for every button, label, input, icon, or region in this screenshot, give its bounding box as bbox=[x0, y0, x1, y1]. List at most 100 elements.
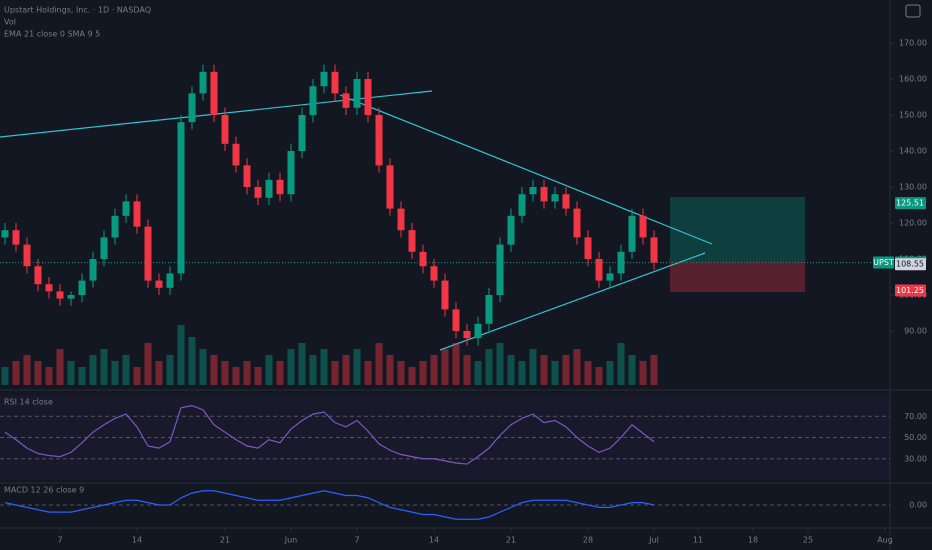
candle-body bbox=[551, 194, 559, 202]
candle-body bbox=[133, 201, 141, 227]
candle-body bbox=[23, 244, 31, 267]
x-tick-label: 14 bbox=[132, 536, 142, 545]
pane-tick-label: 0.00 bbox=[909, 501, 927, 510]
volume-bar bbox=[34, 361, 42, 385]
candle-body bbox=[573, 208, 581, 238]
price-marker bbox=[895, 258, 926, 271]
volume-bar bbox=[518, 361, 526, 385]
profit-zone bbox=[670, 197, 805, 261]
price-marker-label: 101.25 bbox=[896, 286, 924, 295]
volume-bar bbox=[507, 355, 515, 385]
volume-bar bbox=[419, 361, 427, 385]
volume-label: Vol bbox=[4, 18, 16, 27]
y-tick-label: 90.00 bbox=[904, 327, 927, 336]
candle-body bbox=[617, 251, 625, 274]
volume-bar bbox=[408, 367, 416, 385]
volume-bar bbox=[177, 325, 185, 385]
price-marker-label: 125.51 bbox=[896, 199, 924, 208]
volume-bar bbox=[166, 355, 174, 385]
y-tick-label: 140.00 bbox=[899, 147, 927, 156]
candle-body bbox=[199, 71, 207, 94]
volume-bar bbox=[606, 361, 614, 385]
price-marker-label: 108.55 bbox=[896, 260, 924, 269]
volume-bar bbox=[298, 343, 306, 385]
y-tick-label: 150.00 bbox=[899, 111, 927, 120]
candle-body bbox=[45, 284, 53, 292]
volume-bar bbox=[441, 349, 449, 385]
pane-tick-label: 30.00 bbox=[904, 454, 927, 463]
loss-zone bbox=[670, 261, 805, 292]
volume-bar bbox=[562, 355, 570, 385]
candle-body bbox=[100, 237, 108, 259]
candle-body bbox=[364, 79, 372, 115]
volume-bar bbox=[67, 361, 75, 385]
candle-body bbox=[518, 194, 526, 216]
candle-body bbox=[232, 143, 240, 166]
volume-bar bbox=[56, 349, 64, 385]
y-tick-label: 130.00 bbox=[899, 183, 927, 192]
volume-bar bbox=[309, 355, 317, 385]
candle-body bbox=[320, 71, 328, 87]
volume-bar bbox=[100, 349, 108, 385]
candle-body bbox=[452, 309, 460, 331]
candle-body bbox=[309, 86, 317, 115]
volume-bar bbox=[353, 349, 361, 385]
volume-bar bbox=[573, 349, 581, 385]
volume-bar bbox=[221, 361, 229, 385]
candle-body bbox=[122, 201, 130, 216]
volume-bar bbox=[243, 361, 251, 385]
symbol-label: UPST bbox=[873, 258, 894, 267]
candle-body bbox=[419, 251, 427, 267]
volume-bar bbox=[12, 361, 20, 385]
candle-body bbox=[298, 115, 306, 151]
candle-body bbox=[254, 187, 262, 198]
candle-body bbox=[507, 215, 515, 245]
y-tick-label: 170.00 bbox=[899, 39, 927, 48]
x-tick-label: 28 bbox=[583, 536, 593, 545]
volume-bar bbox=[595, 367, 603, 385]
volume-bar bbox=[232, 367, 240, 385]
candle-body bbox=[397, 208, 405, 231]
volume-bar bbox=[628, 355, 636, 385]
candle-body bbox=[474, 323, 482, 339]
candle-body bbox=[276, 179, 284, 195]
y-tick-label: 120.00 bbox=[899, 219, 927, 228]
price-marker bbox=[895, 284, 926, 297]
candle-body bbox=[639, 215, 647, 238]
volume-bar bbox=[639, 361, 647, 385]
volume-bar bbox=[342, 355, 350, 385]
settings-button[interactable] bbox=[905, 4, 921, 18]
candle-body bbox=[331, 71, 339, 94]
volume-bar bbox=[430, 355, 438, 385]
volume-bar bbox=[23, 355, 31, 385]
candle-body bbox=[595, 259, 603, 281]
candle-body bbox=[628, 215, 636, 252]
candle-body bbox=[650, 237, 658, 263]
candle-body bbox=[34, 266, 42, 285]
candle-body bbox=[177, 122, 185, 274]
candle-body bbox=[166, 273, 174, 288]
candle-body bbox=[67, 295, 75, 299]
volume-bar bbox=[474, 361, 482, 385]
x-tick-label: 11 bbox=[693, 536, 703, 545]
pane-tick-label: 50.00 bbox=[904, 433, 927, 442]
candle-body bbox=[287, 151, 295, 195]
volume-bar bbox=[254, 367, 262, 385]
volume-bar bbox=[210, 355, 218, 385]
volume-bar bbox=[276, 361, 284, 385]
candle-body bbox=[375, 115, 383, 166]
candle-body bbox=[89, 259, 97, 281]
candle-body bbox=[221, 115, 229, 144]
candle-body bbox=[540, 187, 548, 202]
x-tick-label: 7 bbox=[57, 536, 62, 545]
candle-body bbox=[441, 280, 449, 310]
price-marker bbox=[895, 197, 926, 210]
candle-body bbox=[562, 194, 570, 209]
volume-bar bbox=[584, 361, 592, 385]
candle-body bbox=[496, 244, 504, 295]
candle-body bbox=[210, 71, 218, 115]
volume-bar bbox=[89, 355, 97, 385]
volume-bar bbox=[144, 343, 152, 385]
volume-bar bbox=[463, 355, 471, 385]
